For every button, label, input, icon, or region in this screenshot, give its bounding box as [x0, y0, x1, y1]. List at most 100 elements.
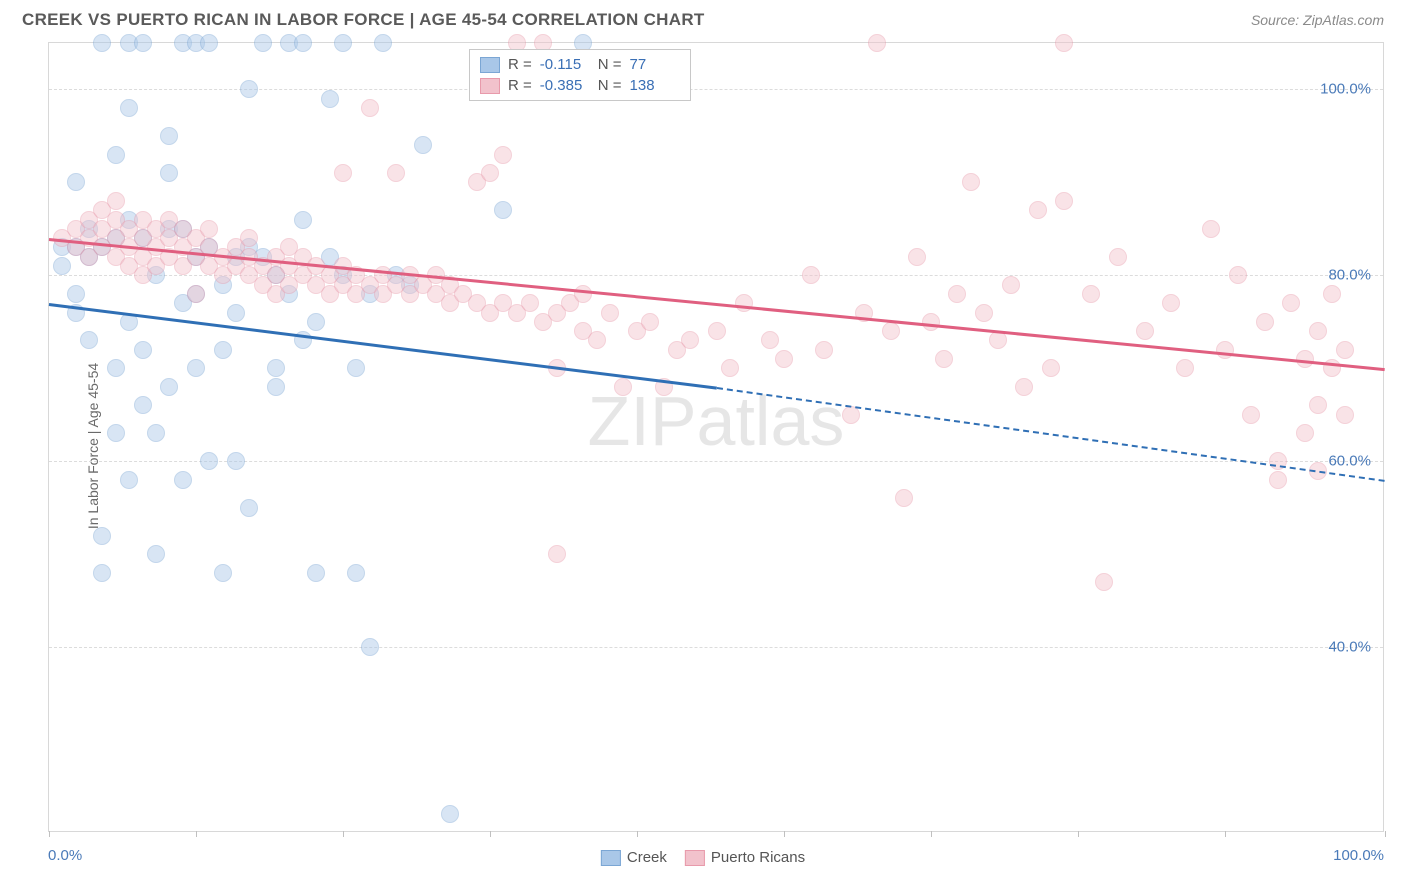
creek-point [147, 424, 165, 442]
creek-point [187, 359, 205, 377]
puerto-ricans-point [1162, 294, 1180, 312]
puerto-ricans-point [948, 285, 966, 303]
puerto-ricans-point [735, 294, 753, 312]
puerto-ricans-point [681, 331, 699, 349]
puerto-ricans-point [1336, 341, 1354, 359]
creek-point [93, 34, 111, 52]
legend-n-value: 138 [630, 77, 680, 94]
creek-point [227, 304, 245, 322]
x-min-label: 0.0% [48, 847, 82, 864]
puerto-ricans-point [1176, 359, 1194, 377]
creek-point [267, 378, 285, 396]
creek-point [160, 164, 178, 182]
creek-point [200, 452, 218, 470]
puerto-ricans-point [1242, 406, 1260, 424]
legend-r-value: -0.385 [540, 77, 590, 94]
creek-point [361, 638, 379, 656]
legend-n-label: N = [598, 56, 622, 73]
x-tick [49, 831, 50, 837]
x-max-label: 100.0% [1333, 847, 1384, 864]
creek-point [334, 34, 352, 52]
creek-point [160, 378, 178, 396]
creek-point [294, 211, 312, 229]
x-tick [637, 831, 638, 837]
legend-label: Puerto Ricans [711, 849, 805, 866]
puerto-ricans-point [240, 229, 258, 247]
creek-point [307, 313, 325, 331]
puerto-ricans-point [1202, 220, 1220, 238]
creek-point [174, 471, 192, 489]
legend-swatch [685, 850, 705, 866]
creek-point [321, 90, 339, 108]
creek-point [441, 805, 459, 823]
puerto-ricans-point [922, 313, 940, 331]
legend-r-value: -0.115 [540, 56, 590, 73]
legend-r-label: R = [508, 77, 532, 94]
puerto-ricans-point [521, 294, 539, 312]
puerto-ricans-point [1216, 341, 1234, 359]
puerto-ricans-point [387, 164, 405, 182]
legend-n-value: 77 [630, 56, 680, 73]
legend-swatch [480, 57, 500, 73]
puerto-ricans-point [1269, 471, 1287, 489]
legend-item: Creek [601, 849, 667, 866]
puerto-ricans-point [868, 34, 886, 52]
creek-point [134, 341, 152, 359]
puerto-ricans-point [1336, 406, 1354, 424]
trendline [49, 238, 1385, 371]
puerto-ricans-point [708, 322, 726, 340]
puerto-ricans-point [815, 341, 833, 359]
puerto-ricans-point [775, 350, 793, 368]
legend-row: R = -0.115 N = 77 [480, 54, 680, 75]
puerto-ricans-point [548, 545, 566, 563]
legend-r-label: R = [508, 56, 532, 73]
x-tick [196, 831, 197, 837]
creek-point [267, 359, 285, 377]
creek-point [107, 424, 125, 442]
creek-point [347, 359, 365, 377]
puerto-ricans-point [107, 192, 125, 210]
scatter-chart: 40.0%60.0%80.0%100.0%ZIPatlasR =-0.115N … [48, 42, 1384, 832]
puerto-ricans-point [1082, 285, 1100, 303]
creek-point [294, 34, 312, 52]
creek-point [120, 471, 138, 489]
puerto-ricans-point [1055, 34, 1073, 52]
puerto-ricans-point [1282, 294, 1300, 312]
puerto-ricans-point [574, 285, 592, 303]
puerto-ricans-point [187, 285, 205, 303]
creek-point [347, 564, 365, 582]
x-tick [1385, 831, 1386, 837]
legend-swatch [601, 850, 621, 866]
legend-label: Creek [627, 849, 667, 866]
bottom-legend: Creek Puerto Ricans [601, 849, 805, 866]
chart-source: Source: ZipAtlas.com [1251, 12, 1384, 28]
puerto-ricans-point [200, 220, 218, 238]
puerto-ricans-point [1042, 359, 1060, 377]
creek-point [307, 564, 325, 582]
creek-point [147, 545, 165, 563]
creek-point [494, 201, 512, 219]
x-tick [343, 831, 344, 837]
puerto-ricans-point [361, 99, 379, 117]
gridline [49, 461, 1383, 462]
creek-point [53, 257, 71, 275]
puerto-ricans-point [614, 378, 632, 396]
puerto-ricans-point [1256, 313, 1274, 331]
puerto-ricans-point [761, 331, 779, 349]
y-tick-label: 60.0% [1328, 453, 1371, 470]
puerto-ricans-point [1029, 201, 1047, 219]
creek-point [134, 396, 152, 414]
gridline [49, 647, 1383, 648]
puerto-ricans-point [1136, 322, 1154, 340]
creek-point [200, 34, 218, 52]
puerto-ricans-point [975, 304, 993, 322]
y-tick-label: 40.0% [1328, 639, 1371, 656]
puerto-ricans-point [1323, 285, 1341, 303]
x-tick [784, 831, 785, 837]
creek-point [107, 359, 125, 377]
puerto-ricans-point [962, 173, 980, 191]
puerto-ricans-point [1002, 276, 1020, 294]
puerto-ricans-point [721, 359, 739, 377]
creek-point [134, 34, 152, 52]
creek-point [67, 285, 85, 303]
